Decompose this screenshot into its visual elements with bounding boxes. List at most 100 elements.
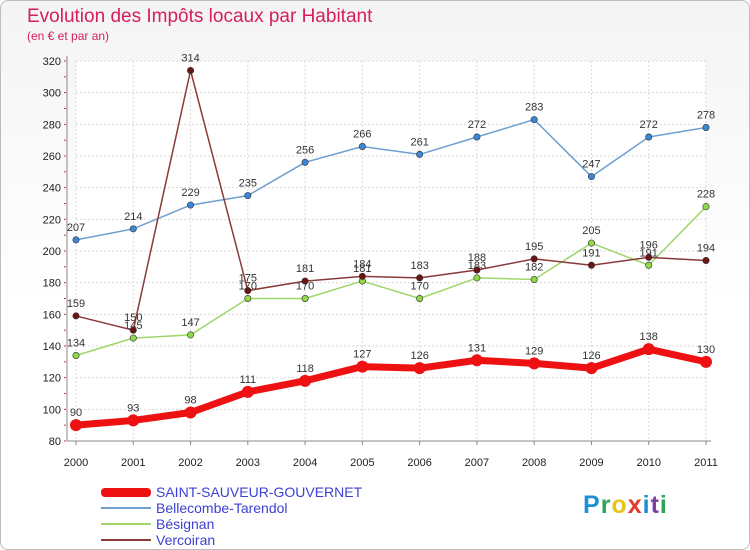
data-point xyxy=(645,253,653,261)
y-tick-label: 180 xyxy=(43,278,61,290)
data-point xyxy=(645,261,653,269)
legend-label: Bésignan xyxy=(156,516,215,532)
data-point xyxy=(72,351,80,359)
data-point xyxy=(473,133,481,141)
y-tick-label: 80 xyxy=(49,436,61,448)
data-label: 283 xyxy=(525,102,543,114)
series-line-1 xyxy=(75,118,707,241)
y-tick-label: 320 xyxy=(43,56,61,68)
data-point xyxy=(127,414,140,427)
data-label: 196 xyxy=(640,239,658,251)
data-label: 183 xyxy=(410,260,428,272)
data-point xyxy=(184,406,197,419)
chart-subtitle: (en € et par an) xyxy=(27,29,110,43)
x-tick-label: 2002 xyxy=(178,457,202,469)
data-point xyxy=(416,150,424,158)
data-label: 98 xyxy=(184,395,196,407)
brand-letter: x xyxy=(627,491,643,519)
data-point xyxy=(416,274,424,282)
data-point xyxy=(528,357,541,370)
data-point xyxy=(129,334,137,342)
data-point xyxy=(530,116,538,124)
data-label: 170 xyxy=(410,281,428,293)
data-point xyxy=(416,294,424,302)
brand-letter: i xyxy=(659,491,668,519)
data-label: 247 xyxy=(582,159,600,171)
x-tick-label: 2000 xyxy=(64,457,88,469)
x-tick-label: 2010 xyxy=(636,457,660,469)
data-point xyxy=(358,143,366,151)
x-tick-label: 2007 xyxy=(465,457,489,469)
data-point xyxy=(244,294,252,302)
data-point xyxy=(72,236,80,244)
x-tick-label: 2011 xyxy=(694,457,718,469)
data-label: 272 xyxy=(468,119,486,131)
y-tick-label: 200 xyxy=(43,246,61,258)
data-point xyxy=(244,287,252,295)
data-label: 229 xyxy=(181,187,199,199)
data-label: 314 xyxy=(181,53,199,65)
legend-swatch xyxy=(101,488,151,497)
data-point xyxy=(129,326,137,334)
y-tick-label: 160 xyxy=(43,309,61,321)
data-point xyxy=(587,173,595,181)
brand-logo: Proxiti xyxy=(583,491,668,520)
data-label: 207 xyxy=(67,222,85,234)
data-point xyxy=(299,374,312,387)
data-point xyxy=(187,331,195,339)
brand-letter: o xyxy=(611,491,628,519)
data-label: 118 xyxy=(296,363,314,375)
legend-label: Vercoiran xyxy=(156,532,216,548)
x-tick-label: 2004 xyxy=(293,457,317,469)
x-tick-label: 2008 xyxy=(522,457,546,469)
x-tick-label: 2005 xyxy=(350,457,374,469)
data-label: 266 xyxy=(353,129,371,141)
data-label: 111 xyxy=(239,374,256,386)
data-label: 181 xyxy=(353,263,371,275)
brand-letter: P xyxy=(583,491,601,519)
data-label: 181 xyxy=(296,263,314,275)
series-line-2 xyxy=(75,205,707,357)
data-label: 228 xyxy=(697,189,715,201)
legend-label: Bellecombe-Tarendol xyxy=(156,500,288,516)
x-tick-label: 2003 xyxy=(236,457,260,469)
data-label: 131 xyxy=(468,342,486,354)
data-label: 182 xyxy=(525,262,543,274)
data-label: 261 xyxy=(410,136,428,148)
data-label: 235 xyxy=(239,178,257,190)
data-label: 188 xyxy=(468,252,486,264)
data-label: 191 xyxy=(582,247,600,259)
brand-letter: r xyxy=(600,491,612,519)
brand-letter: t xyxy=(650,491,660,519)
data-point xyxy=(187,201,195,209)
y-tick-label: 240 xyxy=(43,183,61,195)
y-tick-label: 100 xyxy=(43,404,61,416)
data-point xyxy=(129,225,137,233)
data-label: 170 xyxy=(296,281,314,293)
data-label: 126 xyxy=(582,350,600,362)
data-point xyxy=(585,362,598,375)
data-point xyxy=(70,419,82,432)
data-label: 205 xyxy=(582,225,600,237)
data-label: 126 xyxy=(410,350,428,362)
x-tick-label: 2009 xyxy=(579,457,603,469)
data-label: 191 xyxy=(640,247,658,259)
data-label: 130 xyxy=(697,344,715,356)
data-point xyxy=(645,133,653,141)
legend-label: SAINT-SAUVEUR-GOUVERNET xyxy=(156,484,363,500)
data-point xyxy=(642,343,655,356)
data-point xyxy=(473,266,481,274)
data-label: 138 xyxy=(640,331,658,343)
data-point xyxy=(244,192,252,200)
x-tick-label: 2006 xyxy=(407,457,431,469)
data-label: 93 xyxy=(127,402,139,414)
data-label: 184 xyxy=(353,258,371,270)
chart-title: Evolution des Impôts locaux par Habitant xyxy=(27,6,373,27)
data-label: 214 xyxy=(124,211,142,223)
data-label: 90 xyxy=(70,407,82,419)
data-label: 159 xyxy=(67,298,85,310)
data-point xyxy=(702,124,710,132)
data-point xyxy=(358,272,366,280)
